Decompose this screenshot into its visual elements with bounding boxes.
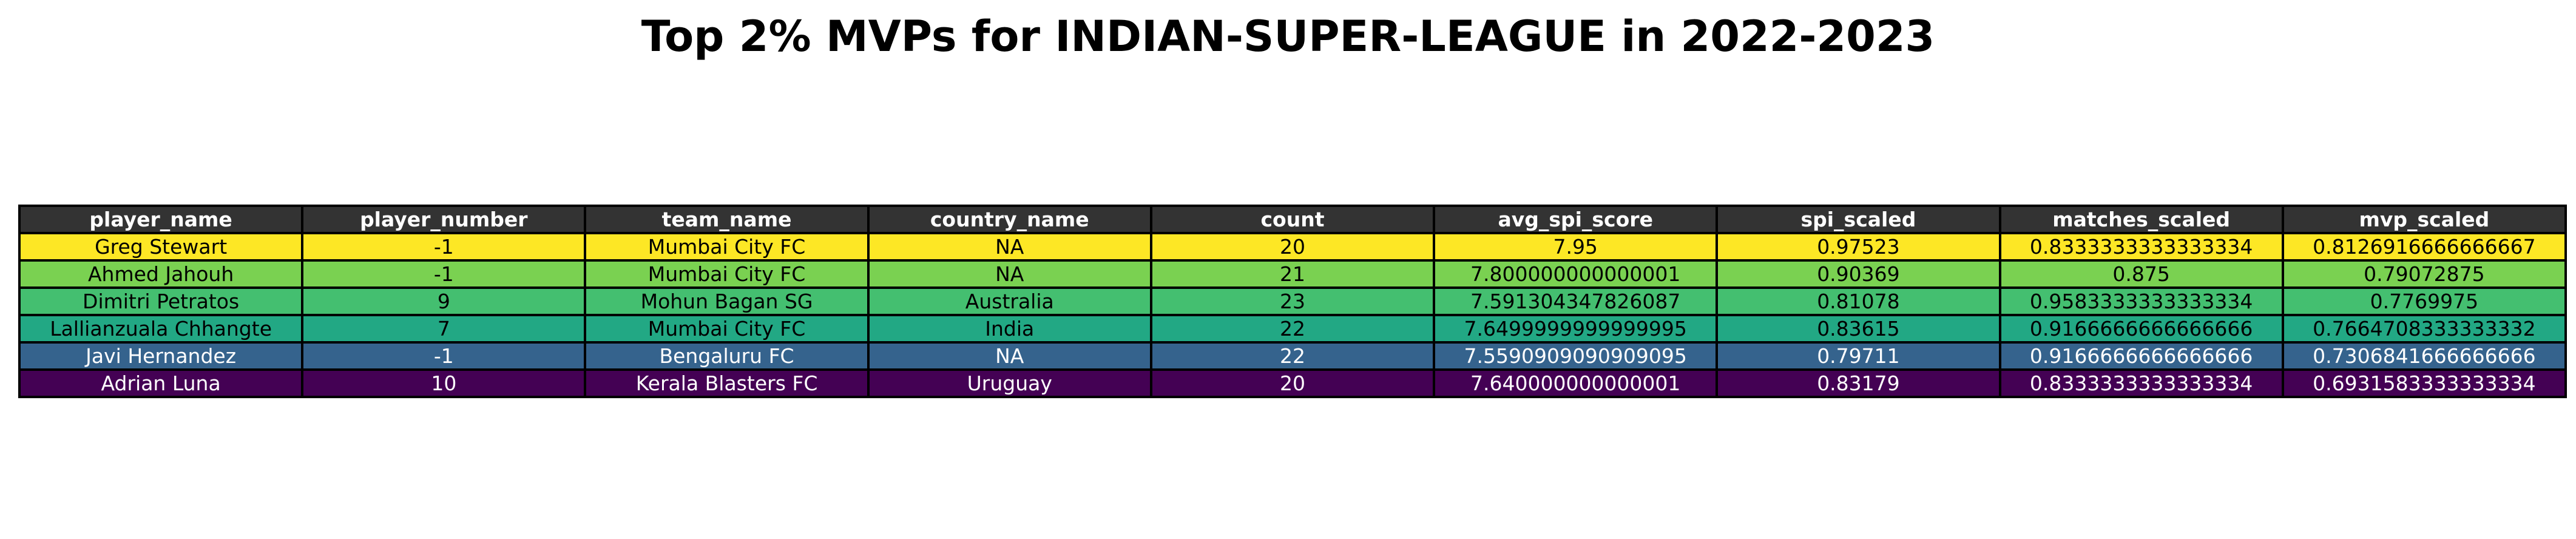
table-row: Greg Stewart -1 Mumbai City FC NA 20 7.95 0.97… [18,232,2568,262]
table-cell-team-name: Kerala Blasters FC [584,368,870,398]
table-cell-mvp-scaled: 0.6931583333333334 [2281,368,2568,398]
column-header-count: count [1149,205,1436,234]
table-cell-country-name: India [867,314,1152,344]
table-cell-mvp-scaled: 0.79072875 [2281,259,2568,289]
mvp-table: player_name player_number team_name country… [18,205,2568,398]
table-cell-matches-scaled: 0.9166666666666666 [1998,341,2284,371]
table-cell-country-name: NA [867,232,1152,262]
table-cell-spi-scaled: 0.79711 [1716,341,2001,371]
table-header-row: player_name player_number team_name country… [18,205,2568,234]
mvp-table-container: player_name player_number team_name country… [18,205,2568,398]
column-header-avg-spi-score: avg_spi_score [1433,205,1719,234]
table-cell-count: 22 [1149,314,1436,344]
table-cell-spi-scaled: 0.83179 [1716,368,2001,398]
table-cell-avg-spi-score: 7.95 [1433,232,1719,262]
table-cell-country-name: NA [867,259,1152,289]
table-cell-matches-scaled: 0.9166666666666666 [1998,314,2284,344]
table-cell-player-name: Adrian Luna [18,368,304,398]
table-cell-player-name: Greg Stewart [18,232,304,262]
table-cell-avg-spi-score: 7.6499999999999995 [1433,314,1719,344]
column-header-mvp-scaled: mvp_scaled [2281,205,2568,234]
table-row: Dimitri Petratos 9 Mohun Bagan SG Australia… [18,286,2568,316]
table-cell-player-number: -1 [301,232,587,262]
table-cell-avg-spi-score: 7.800000000000001 [1433,259,1719,289]
table-cell-country-name: NA [867,341,1152,371]
table-row: Javi Hernandez -1 Bengaluru FC NA 22 7.559090… [18,341,2568,371]
column-header-matches-scaled: matches_scaled [1998,205,2284,234]
table-cell-count: 23 [1149,286,1436,316]
table-cell-team-name: Mumbai City FC [584,232,870,262]
table-row: Adrian Luna 10 Kerala Blasters FC Uruguay 20… [18,368,2568,398]
table-cell-player-number: 10 [301,368,587,398]
table-cell-player-name: Javi Hernandez [18,341,304,371]
table-cell-team-name: Bengaluru FC [584,341,870,371]
table-cell-player-name: Dimitri Petratos [18,286,304,316]
table-cell-avg-spi-score: 7.640000000000001 [1433,368,1719,398]
table-cell-mvp-scaled: 0.7664708333333332 [2281,314,2568,344]
table-cell-spi-scaled: 0.81078 [1716,286,2001,316]
table-body: Greg Stewart -1 Mumbai City FC NA 20 7.95 0.97… [18,232,2568,398]
chart-title: Top 2% MVPs for INDIAN-SUPER-LEAGUE in 2… [641,12,1935,61]
table-cell-player-number: 9 [301,286,587,316]
table-cell-count: 21 [1149,259,1436,289]
table-cell-team-name: Mumbai City FC [584,259,870,289]
table-cell-country-name: Uruguay [867,368,1152,398]
table-cell-team-name: Mumbai City FC [584,314,870,344]
table-cell-mvp-scaled: 0.7306841666666666 [2281,341,2568,371]
table-cell-mvp-scaled: 0.8126916666666667 [2281,232,2568,262]
table-cell-count: 20 [1149,368,1436,398]
table-cell-matches-scaled: 0.875 [1998,259,2284,289]
table-cell-avg-spi-score: 7.591304347826087 [1433,286,1719,316]
table-cell-country-name: Australia [867,286,1152,316]
table-cell-player-name: Lallianzuala Chhangte [18,314,304,344]
table-cell-mvp-scaled: 0.7769975 [2281,286,2568,316]
table-cell-spi-scaled: 0.97523 [1716,232,2001,262]
table-cell-player-number: -1 [301,259,587,289]
column-header-player-name: player_name [18,205,304,234]
column-header-spi-scaled: spi_scaled [1716,205,2001,234]
table-cell-count: 20 [1149,232,1436,262]
table-row: Lallianzuala Chhangte 7 Mumbai City FC Indi… [18,314,2568,344]
table-cell-team-name: Mohun Bagan SG [584,286,870,316]
column-header-country-name: country_name [867,205,1152,234]
table-cell-player-number: 7 [301,314,587,344]
table-row: Ahmed Jahouh -1 Mumbai City FC NA 21 7.800000… [18,259,2568,289]
table-cell-spi-scaled: 0.90369 [1716,259,2001,289]
table-cell-player-number: -1 [301,341,587,371]
table-cell-count: 22 [1149,341,1436,371]
column-header-team-name: team_name [584,205,870,234]
table-cell-matches-scaled: 0.8333333333333334 [1998,232,2284,262]
table-cell-player-name: Ahmed Jahouh [18,259,304,289]
table-cell-avg-spi-score: 7.5590909090909095 [1433,341,1719,371]
table-cell-matches-scaled: 0.8333333333333334 [1998,368,2284,398]
table-cell-spi-scaled: 0.83615 [1716,314,2001,344]
table-cell-matches-scaled: 0.9583333333333334 [1998,286,2284,316]
column-header-player-number: player_number [301,205,587,234]
